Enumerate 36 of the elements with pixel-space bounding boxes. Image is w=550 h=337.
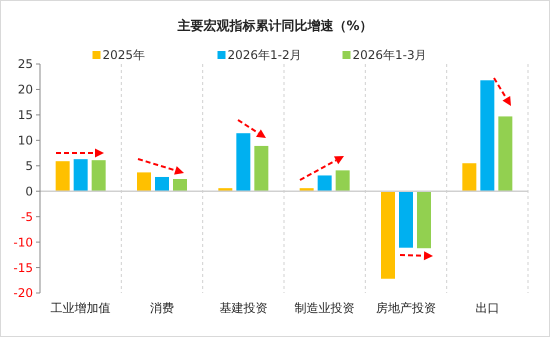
y-tick-label: 10 xyxy=(18,134,33,148)
bar xyxy=(399,191,413,248)
x-tick-label: 出口 xyxy=(475,301,500,315)
y-tick-label: -20 xyxy=(13,286,33,300)
x-tick-label: 基建投资 xyxy=(219,301,268,315)
x-tick-label: 工业增加值 xyxy=(50,301,111,315)
y-tick-label: 5 xyxy=(25,158,33,173)
legend-label: 2026年1-2月 xyxy=(228,48,302,62)
bar xyxy=(381,191,395,279)
bar xyxy=(336,170,350,192)
bar xyxy=(417,191,431,248)
bar xyxy=(480,80,494,192)
bar xyxy=(56,161,70,192)
y-tick-label: 15 xyxy=(18,108,33,122)
bar xyxy=(173,179,187,192)
x-tick-label: 制造业投资 xyxy=(294,301,355,315)
bar xyxy=(254,146,268,192)
y-tick-label: 20 xyxy=(18,82,33,97)
y-tick-label: 0 xyxy=(25,184,33,198)
x-tick-label: 房地产投资 xyxy=(376,301,436,315)
y-tick-label: 25 xyxy=(18,57,33,72)
y-tick-label: -15 xyxy=(13,260,33,275)
y-tick-label: -10 xyxy=(13,235,33,250)
legend-label: 2026年1-3月 xyxy=(352,48,427,62)
bar xyxy=(236,133,250,192)
chart-title: 主要宏观指标累计同比增速（%） xyxy=(176,18,373,34)
bar xyxy=(137,172,151,192)
legend-label: 2025年 xyxy=(102,48,146,62)
bar xyxy=(155,176,169,192)
y-tick-label: -5 xyxy=(21,210,33,224)
x-tick-label: 消费 xyxy=(150,301,174,315)
bar xyxy=(92,160,106,192)
bar xyxy=(74,159,88,192)
bar xyxy=(318,175,332,192)
bar xyxy=(462,163,476,192)
bar xyxy=(498,116,512,192)
